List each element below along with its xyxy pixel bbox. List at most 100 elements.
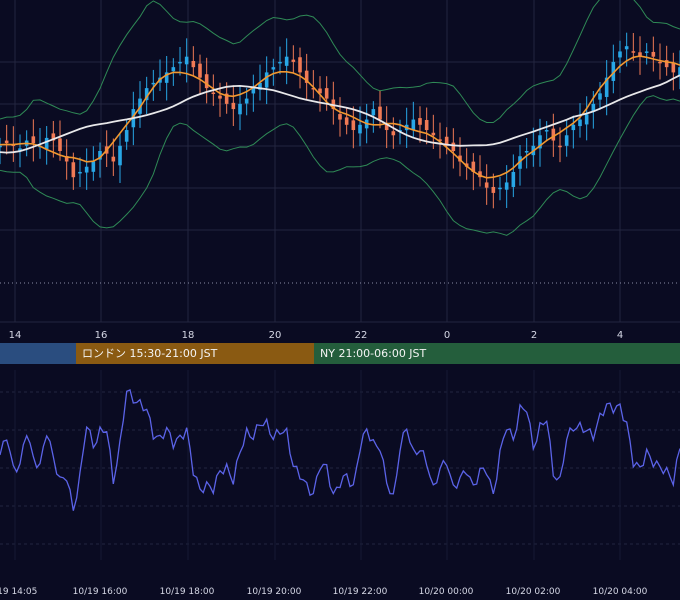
- candle-body-33: [218, 95, 222, 99]
- candle-body-90: [598, 93, 602, 100]
- candle-body-101: [671, 62, 676, 73]
- moving-average-fast: [0, 55, 680, 179]
- candle-body-68: [451, 142, 456, 151]
- candle-body-27: [178, 61, 182, 64]
- candle-body-81: [538, 135, 542, 149]
- candle-body-11: [71, 162, 76, 178]
- candle-body-18: [118, 145, 122, 166]
- candle-body-31: [204, 74, 209, 89]
- bottom-tick-3: 10/19 20:00: [247, 587, 302, 597]
- bottom-tick-7: 10/20 04:00: [593, 587, 648, 597]
- candle-body-44: [291, 59, 296, 62]
- candle-body-3: [18, 148, 22, 151]
- candle-body-84: [558, 145, 562, 148]
- candle-body-63: [418, 118, 422, 125]
- candle-body-45: [298, 57, 302, 73]
- candle-body-83: [551, 128, 556, 141]
- time-tick-4: 22: [355, 330, 368, 341]
- candle-body-62: [411, 119, 416, 130]
- candle-body-28: [184, 56, 189, 65]
- candle-body-65: [431, 132, 436, 136]
- candle-body-94: [624, 46, 629, 50]
- bottom-tick-4: 10/19 22:00: [333, 587, 388, 597]
- candle-body-10: [64, 156, 69, 162]
- candle-body-40: [264, 72, 269, 88]
- candle-body-92: [611, 61, 616, 81]
- candle-body-22: [144, 88, 149, 101]
- candle-body-96: [638, 52, 642, 57]
- candle-body-37: [244, 98, 249, 104]
- candle-body-26: [171, 67, 176, 72]
- candle-body-98: [651, 51, 656, 57]
- candle-body-100: [664, 60, 669, 68]
- candle-body-34: [224, 93, 229, 104]
- candle-body-102: [678, 67, 680, 76]
- time-tick-0: 14: [9, 330, 22, 341]
- candle-body-99: [658, 61, 662, 64]
- candle-body-82: [544, 130, 549, 132]
- candle-body-7: [44, 137, 49, 149]
- candle-body-43: [284, 56, 289, 66]
- candle-body-85: [564, 135, 569, 146]
- candle-body-41: [271, 67, 276, 70]
- bollinger-lower: [0, 95, 680, 236]
- bottom-tick-2: 10/19 18:00: [160, 587, 215, 597]
- bollinger-upper: [0, 0, 680, 123]
- candle-body-89: [591, 103, 596, 112]
- time-tick-2: 18: [182, 330, 195, 341]
- candle-body-97: [644, 51, 649, 53]
- candle-body-53: [351, 120, 356, 131]
- candle-body-88: [584, 114, 589, 125]
- candle-body-14: [91, 161, 96, 172]
- candle-body-77: [511, 171, 516, 187]
- session-bar-2: NY 21:00-06:00 JST: [314, 343, 680, 364]
- candle-body-5: [31, 136, 36, 144]
- candle-body-66: [438, 139, 442, 141]
- candle-body-69: [458, 155, 462, 162]
- oscillator-line: [0, 389, 680, 511]
- candle-body-93: [618, 51, 622, 58]
- candle-body-49: [324, 88, 329, 99]
- candle-body-87: [578, 119, 582, 127]
- candle-body-76: [504, 182, 509, 190]
- candle-body-54: [358, 124, 362, 134]
- moving-average-slow: [0, 74, 680, 154]
- candle-body-25: [164, 72, 169, 83]
- candle-body-42: [278, 61, 282, 64]
- candle-body-30: [198, 63, 202, 78]
- candle-body-23: [151, 82, 156, 85]
- candle-body-72: [478, 171, 482, 178]
- candle-body-0: [0, 145, 2, 148]
- candle-body-71: [471, 161, 476, 172]
- candle-body-8: [51, 133, 56, 141]
- candle-body-67: [444, 136, 449, 146]
- candle-body-9: [58, 138, 62, 151]
- candle-body-51: [338, 114, 342, 120]
- candle-body-35: [231, 102, 236, 110]
- candle-body-15: [98, 151, 102, 160]
- bottom-tick-1: 10/19 16:00: [73, 587, 128, 597]
- candle-body-73: [484, 182, 489, 188]
- candle-body-36: [238, 103, 242, 115]
- candle-body-57: [378, 106, 382, 120]
- candle-body-19: [124, 130, 129, 142]
- time-tick-5: 0: [444, 330, 450, 341]
- candle-body-13: [84, 166, 89, 173]
- candle-body-64: [424, 120, 429, 131]
- candle-body-95: [631, 51, 636, 53]
- candle-body-1: [4, 140, 9, 144]
- candle-body-56: [371, 109, 376, 116]
- time-tick-7: 4: [617, 330, 623, 341]
- candle-body-91: [604, 77, 609, 97]
- candle-body-29: [191, 60, 196, 68]
- time-tick-1: 16: [95, 330, 108, 341]
- candle-body-17: [111, 156, 116, 162]
- candle-body-74: [491, 186, 496, 193]
- candle-body-86: [571, 124, 576, 131]
- candle-body-32: [211, 92, 216, 95]
- candle-body-52: [344, 117, 349, 125]
- candle-body-38: [251, 88, 256, 94]
- session-bar-0: [0, 343, 76, 364]
- time-tick-6: 2: [531, 330, 537, 341]
